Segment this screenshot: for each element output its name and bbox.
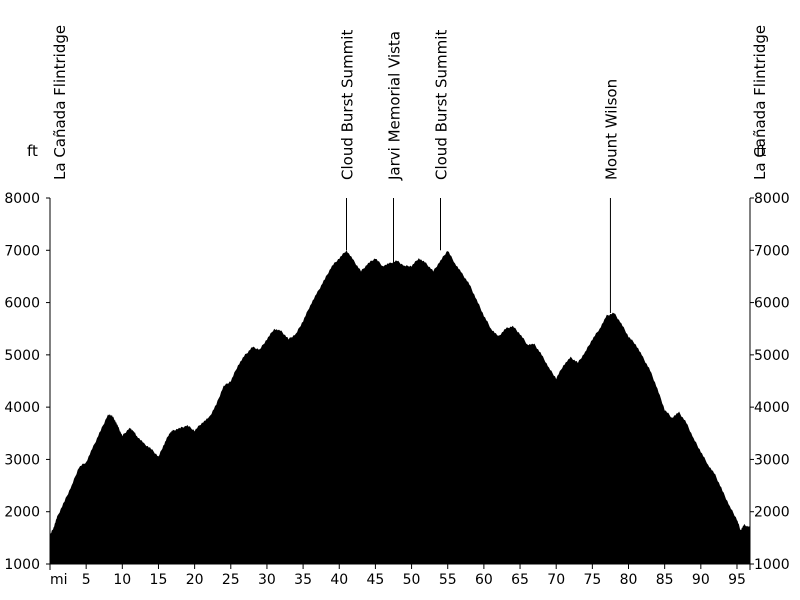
x-tick-label: 70 <box>547 572 565 588</box>
x-tick-label: 40 <box>330 572 348 588</box>
y-tick-label-left: 5000 <box>4 348 40 364</box>
marker-label: Mount Wilson <box>602 79 620 180</box>
x-tick-label: 65 <box>511 572 529 588</box>
x-tick-label: 95 <box>728 572 746 588</box>
y-unit-left: ft <box>27 142 38 160</box>
y-tick-label-right: 6000 <box>754 296 790 312</box>
x-tick-label: 20 <box>186 572 204 588</box>
x-tick-label: 35 <box>294 572 312 588</box>
y-tick-label-right: 3000 <box>754 452 790 468</box>
y-tick-label-left: 3000 <box>4 452 40 468</box>
y-tick-label-right: 4000 <box>754 400 790 416</box>
y-tick-label-left: 7000 <box>4 243 40 259</box>
y-tick-label-left: 2000 <box>4 505 40 521</box>
y-unit-right: ft <box>756 144 767 160</box>
x-tick-label: 50 <box>403 572 421 588</box>
x-tick-label: 85 <box>656 572 674 588</box>
y-tick-label-left: 8000 <box>4 191 40 207</box>
x-tick-label: 10 <box>113 572 131 588</box>
x-tick-label: 80 <box>620 572 638 588</box>
y-tick-label-right: 2000 <box>754 505 790 521</box>
x-tick-label: 90 <box>692 572 710 588</box>
x-tick-label: 30 <box>258 572 276 588</box>
y-tick-label-left: 1000 <box>4 557 40 573</box>
x-tick-label: 55 <box>439 572 457 588</box>
y-tick-label-left: 6000 <box>4 296 40 312</box>
axes: 1000 1000 2000 2000 3000 3000 4000 4000 5000 5000… <box>4 144 789 588</box>
marker-label: La Cañada Flintridge <box>751 25 769 180</box>
y-tick-label-right: 1000 <box>754 557 790 573</box>
y-tick-label-left: 4000 <box>4 400 40 416</box>
marker-label: La Cañada Flintridge <box>51 25 69 180</box>
x-tick-label: 25 <box>222 572 240 588</box>
y-tick-label-right: 7000 <box>754 243 790 259</box>
x-tick-label: 45 <box>366 572 384 588</box>
x-tick-label: 5 <box>82 572 91 588</box>
marker-label: Jarvi Memorial Vista <box>385 31 403 181</box>
x-tick-label: 60 <box>475 572 493 588</box>
x-tick-label: 15 <box>150 572 168 588</box>
x-unit: mi <box>50 572 68 588</box>
y-tick-label-right: 8000 <box>754 191 790 207</box>
marker-label: Cloud Burst Summit <box>432 30 450 180</box>
waypoint-markers: La Cañada Flintridge Cloud Burst Summit Ja… <box>51 25 769 314</box>
y-tick-label-right: 5000 <box>754 348 790 364</box>
elevation-area <box>50 250 750 565</box>
marker-label: Cloud Burst Summit <box>338 30 356 180</box>
x-tick-label: 75 <box>583 572 601 588</box>
